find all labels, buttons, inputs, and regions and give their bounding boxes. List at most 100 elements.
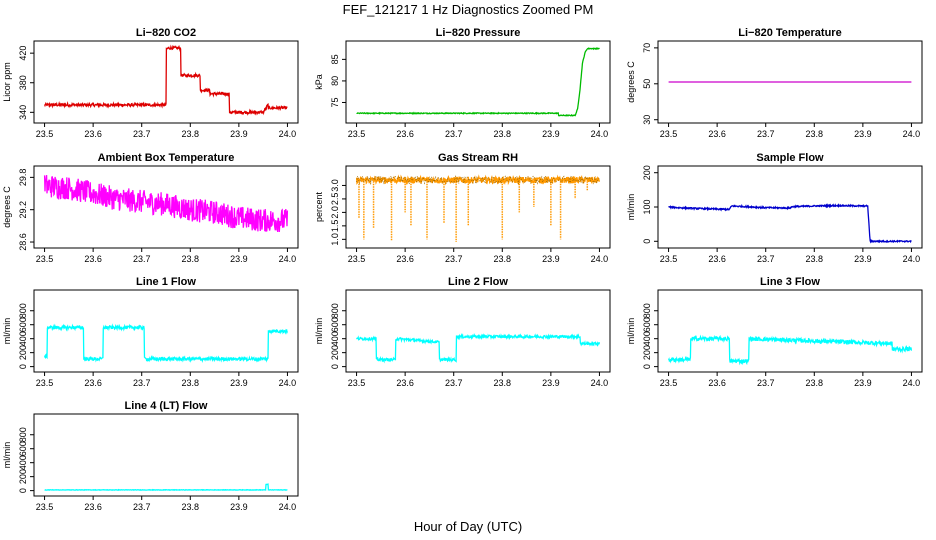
plot-frame	[33, 40, 299, 124]
panel-title: Gas Stream RH	[438, 152, 518, 164]
y-tick-label: 70	[642, 43, 652, 53]
x-tick-label: 23.5	[348, 378, 366, 388]
chart-panels: Li−820 CO2 Licor ppm 23.5 23.6 23.7 23.8 23.9 2…	[2, 27, 923, 512]
x-tick-label: 23.5	[36, 502, 54, 512]
chart-gas_rh: Gas Stream RH percent 23.5 23.6 23.7 23.8 23.9…	[314, 152, 611, 264]
y-tick-label: 0	[642, 239, 652, 244]
y-tick-label: 600	[18, 441, 28, 456]
plot-frame	[345, 40, 611, 124]
x-tick-label: 23.8	[806, 129, 824, 139]
y-axis-label: ml/min	[626, 194, 636, 221]
y-tick-label: 400	[18, 331, 28, 346]
y-tick-label: 400	[330, 331, 340, 346]
y-tick-label: 380	[18, 75, 28, 90]
x-tick-label: 23.7	[757, 254, 775, 264]
y-tick-label: 200	[330, 345, 340, 360]
x-tick-label: 23.7	[133, 502, 151, 512]
series-line-line2	[356, 332, 601, 364]
x-tick-label: 23.7	[757, 129, 775, 139]
y-tick-label: 29.8	[18, 169, 28, 187]
x-tick-label: 24.0	[279, 378, 297, 388]
panel-title: Line 1 Flow	[136, 276, 196, 288]
y-tick-label: 600	[330, 317, 340, 332]
rh-band	[356, 174, 600, 186]
x-tick-label: 23.5	[660, 129, 678, 139]
y-tick-label: 800	[18, 427, 28, 442]
chart-line3_flow: Line 3 Flow ml/min 23.5 23.6 23.7 23.8 23.9 24.…	[626, 276, 923, 388]
x-tick-label: 23.7	[133, 254, 151, 264]
x-tick-label: 23.8	[182, 502, 200, 512]
y-tick-label: 100	[642, 199, 652, 214]
y-tick-label: 0	[642, 364, 652, 369]
y-tick-label: 29.2	[18, 201, 28, 219]
x-tick-label: 23.6	[396, 378, 414, 388]
y-tick-label: 800	[330, 303, 340, 318]
y-tick-label: 200	[18, 345, 28, 360]
y-tick-label: 3.0	[330, 179, 340, 192]
series-line-pressure	[356, 46, 600, 117]
y-axis-label: ml/min	[626, 318, 636, 345]
y-tick-label: 2.5	[330, 193, 340, 206]
figure-xlabel: Hour of Day (UTC)	[414, 519, 522, 534]
series-line-ambient	[43, 175, 289, 233]
plot-frame	[33, 165, 299, 249]
x-tick-label: 23.9	[854, 254, 872, 264]
series-line-sample	[668, 203, 912, 244]
x-tick-label: 23.5	[36, 129, 54, 139]
y-tick-label: 800	[18, 303, 28, 318]
y-tick-label: 200	[642, 345, 652, 360]
y-tick-label: 50	[642, 79, 652, 89]
y-tick-label: 420	[18, 46, 28, 61]
x-tick-label: 23.8	[494, 378, 512, 388]
series-line-line1	[43, 323, 288, 363]
x-tick-label: 23.5	[36, 378, 54, 388]
x-tick-label: 23.6	[708, 129, 726, 139]
x-tick-label: 23.6	[708, 378, 726, 388]
y-tick-label: 75	[330, 97, 340, 107]
x-tick-label: 23.6	[84, 129, 102, 139]
x-tick-label: 23.9	[542, 254, 560, 264]
x-tick-label: 23.5	[660, 378, 678, 388]
y-axis-label: kPa	[314, 74, 324, 90]
plot-frame	[657, 289, 923, 373]
chart-sample_flow: Sample Flow ml/min 23.5 23.6 23.7 23.8 23.9 24.…	[626, 152, 923, 264]
x-tick-label: 24.0	[903, 378, 921, 388]
panel-title: Line 4 (LT) Flow	[125, 400, 208, 412]
x-tick-label: 23.9	[230, 378, 248, 388]
y-axis-label: ml/min	[2, 318, 12, 345]
y-tick-label: 1.0	[330, 233, 340, 246]
x-tick-label: 23.9	[230, 502, 248, 512]
y-tick-label: 600	[18, 317, 28, 332]
panel-title: Ambient Box Temperature	[98, 152, 235, 164]
y-tick-label: 400	[18, 455, 28, 470]
x-tick-label: 24.0	[279, 129, 297, 139]
x-tick-label: 23.7	[445, 129, 463, 139]
plot-frame	[33, 289, 299, 373]
x-tick-label: 23.7	[133, 129, 151, 139]
y-axis-label: Licor ppm	[2, 62, 12, 102]
x-tick-label: 23.7	[445, 254, 463, 264]
x-tick-label: 23.6	[84, 378, 102, 388]
panel-title: Li−820 CO2	[136, 27, 196, 39]
plot-frame	[657, 40, 923, 124]
y-axis-label: degrees C	[2, 186, 12, 228]
panel-title: Li−820 Pressure	[436, 27, 521, 39]
x-tick-label: 23.8	[182, 254, 200, 264]
panel-title: Line 3 Flow	[760, 276, 820, 288]
x-tick-label: 23.7	[757, 378, 775, 388]
series-line-line3	[668, 334, 913, 366]
x-tick-label: 23.7	[133, 378, 151, 388]
x-tick-label: 23.8	[494, 254, 512, 264]
y-tick-label: 2.0	[330, 206, 340, 219]
x-tick-label: 23.9	[230, 254, 248, 264]
figure-title: FEF_121217 1 Hz Diagnostics Zoomed PM	[343, 2, 594, 17]
x-tick-label: 23.9	[542, 129, 560, 139]
y-tick-label: 28.6	[18, 233, 28, 251]
x-tick-label: 23.6	[84, 254, 102, 264]
y-tick-label: 30	[642, 115, 652, 125]
y-tick-label: 200	[18, 469, 28, 484]
x-tick-label: 23.7	[445, 378, 463, 388]
x-tick-label: 23.6	[396, 254, 414, 264]
panel-title: Line 2 Flow	[448, 276, 508, 288]
